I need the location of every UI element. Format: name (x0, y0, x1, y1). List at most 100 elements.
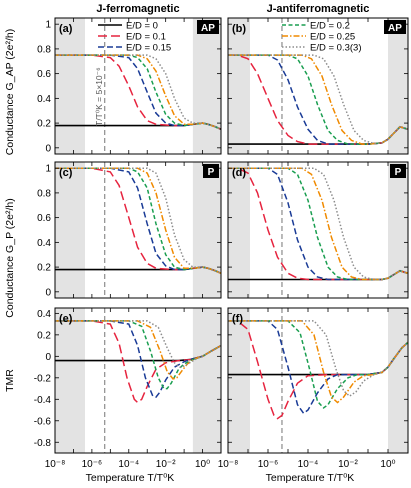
shade-right (192, 308, 221, 453)
series-line (228, 167, 409, 281)
panel-badge-text: P (208, 167, 215, 178)
series-line (228, 341, 409, 376)
shade-left (55, 308, 85, 453)
y-tick-label: 0.2 (37, 119, 51, 130)
shade-right (192, 18, 221, 154)
series-line (228, 167, 409, 281)
panel-frame (54, 17, 222, 155)
y-tick-label: 0.2 (37, 330, 51, 341)
panel-label: (b) (232, 23, 246, 35)
y-tick-label: 0.6 (37, 213, 51, 224)
y-tick-label: 0 (45, 143, 51, 154)
shade-left (55, 18, 85, 154)
y-tick-label: 0.4 (37, 309, 51, 320)
legend-label: E/D = 0.1 (126, 32, 166, 43)
series-line (228, 320, 409, 404)
panel-frame (54, 307, 222, 454)
x-tick-label: 10⁻⁸ (45, 459, 66, 470)
panel-d: (d) P (227, 161, 409, 299)
series-line (228, 125, 409, 145)
series-line (228, 320, 409, 398)
panel-badge (197, 20, 219, 34)
series-line (55, 54, 222, 130)
panel-badge-text: AP (388, 23, 402, 34)
panel-frame (227, 307, 409, 454)
legend-label: E/D = 0.2 (310, 21, 350, 32)
series-line (55, 320, 222, 390)
panel-label: (f) (232, 313, 243, 325)
shade-right (192, 162, 221, 298)
series-line (228, 167, 409, 281)
y-tick-label: 0 (45, 287, 51, 298)
legend-label: E/D = 0.25 (310, 32, 355, 43)
y-tick-label: -0.8 (34, 438, 52, 449)
panel-f: (f) 10⁻⁸ 10⁻⁶ 10⁻⁴ 10⁻² 10⁰ (218, 307, 409, 470)
column-title: J-ferromagnetic (96, 3, 179, 15)
y-tick-label: 0 (45, 352, 51, 363)
y-tick-label: 0.2 (37, 263, 51, 274)
series-line (55, 320, 222, 398)
x-tick-label: 10⁻⁴ (298, 459, 319, 470)
panel-label: (e) (59, 313, 73, 325)
series-line (228, 320, 409, 420)
panel-label: (a) (59, 23, 73, 35)
shade-right (388, 308, 408, 453)
x-tick-label: 10⁻² (156, 459, 176, 470)
x-axis-label: Temperature T/T⁰K (86, 472, 175, 484)
y-axis-label: Conductance G_AP (2e²/h) (4, 29, 16, 155)
series-line (228, 167, 409, 281)
y-tick-label: 0.4 (37, 94, 51, 105)
x-tick-label: 10⁻⁴ (118, 459, 139, 470)
series-line (228, 269, 409, 281)
y-axis-label: TMR (4, 369, 16, 392)
series-line (55, 320, 222, 368)
legend-label: E/D = 0 (126, 21, 158, 32)
y-tick-label: 0.6 (37, 69, 51, 80)
shade-right (388, 162, 408, 298)
y-tick-label: -0.6 (34, 416, 52, 427)
y-tick-label: 1 (45, 20, 51, 31)
panel-frame (227, 161, 409, 299)
y-axis-label: Conductance G_P (2e²/h) (4, 198, 16, 317)
panel-frame (227, 17, 409, 155)
shade-left (228, 162, 250, 298)
y-tick-label: 0.8 (37, 188, 51, 199)
panel-b: (b) AP (227, 17, 409, 155)
column-title: J-antiferromagnetic (267, 3, 370, 15)
shade-right (388, 18, 408, 154)
vline-annotation: T/T⁰K = 5×10⁻⁶ (94, 67, 104, 126)
y-tick-label: 1 (45, 164, 51, 175)
y-tick-label: -0.4 (34, 395, 52, 406)
x-tick-label: 10⁻² (338, 459, 358, 470)
panel-badge (203, 164, 219, 178)
y-tick-label: 0.4 (37, 238, 51, 249)
panel-c: 0 0.2 0.4 0.6 0.8 1 (c) P (37, 161, 222, 299)
panel-label: (c) (59, 167, 73, 179)
panel-label: (d) (232, 167, 246, 179)
shade-left (228, 308, 250, 453)
x-tick-label: 10⁰ (380, 459, 395, 470)
series-line (55, 320, 222, 404)
x-tick-label: 10⁻⁸ (218, 459, 239, 470)
x-tick-label: 10⁰ (195, 459, 210, 470)
x-axis-label: Temperature T/T⁰K (266, 472, 355, 484)
panel-badge-text: P (395, 167, 402, 178)
y-tick-label: -0.2 (34, 373, 52, 384)
panel-frame (54, 161, 222, 299)
y-tick-label: 0.8 (37, 44, 51, 55)
panel-badge-text: AP (201, 23, 215, 34)
panel-a: 0 0.2 0.4 0.6 0.8 1 (a) AP T/T⁰K = 5×10⁻⁶ (37, 17, 222, 155)
shade-left (55, 162, 85, 298)
series-line (228, 167, 409, 281)
legend-label: E/D = 0.3(3) (310, 43, 361, 54)
legend-label: E/D = 0.15 (126, 43, 171, 54)
x-tick-label: 10⁻⁶ (82, 459, 103, 470)
series-line (55, 54, 222, 130)
x-tick-label: 10⁻⁶ (258, 459, 279, 470)
series-line (228, 320, 409, 409)
panel-badge (390, 164, 406, 178)
series-line (55, 54, 222, 130)
panel-badge (384, 20, 406, 34)
series-line (228, 320, 409, 415)
